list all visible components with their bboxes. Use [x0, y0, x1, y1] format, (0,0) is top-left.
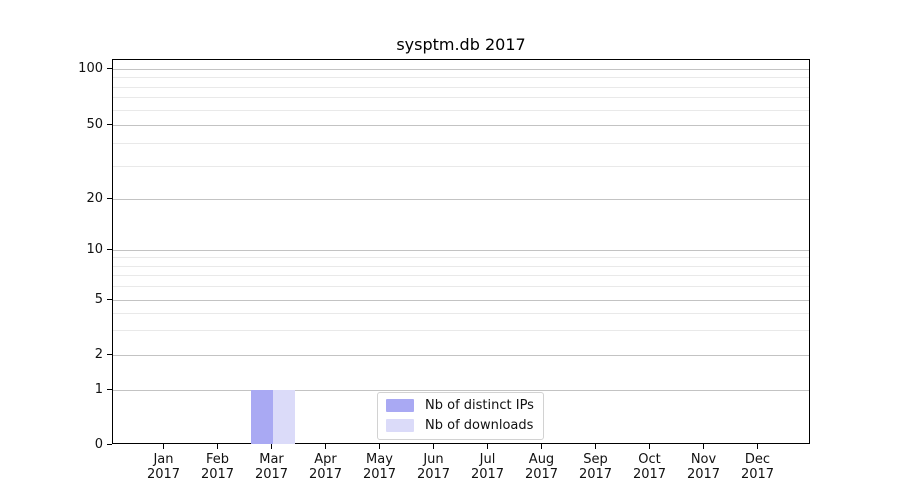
- x-tick-year: 2017: [254, 467, 289, 482]
- x-tick-month: Jan: [153, 452, 174, 467]
- x-tick-month: Nov: [690, 452, 717, 467]
- x-tick-mark: [703, 444, 705, 449]
- x-tick-month: Mar: [259, 452, 284, 467]
- x-tick-label: Oct 2017: [623, 452, 677, 482]
- gridline-major: [113, 249, 809, 251]
- gridline-major: [113, 299, 809, 301]
- y-tick-label: 1: [94, 381, 103, 397]
- gridline-minor: [113, 257, 809, 259]
- y-tick-mark: [107, 443, 112, 445]
- chart-title: sysptm.db 2017: [396, 35, 526, 54]
- x-tick-year: 2017: [200, 467, 235, 482]
- x-tick-year: 2017: [578, 467, 613, 482]
- x-tick-mark: [433, 444, 435, 449]
- x-tick-mark: [649, 444, 651, 449]
- bar-nb-of-downloads: [272, 390, 295, 444]
- legend: Nb of distinct IPs Nb of downloads: [377, 392, 544, 440]
- x-tick-month: Dec: [744, 452, 771, 467]
- gridline-minor: [113, 86, 809, 88]
- x-tick-month: May: [366, 452, 393, 467]
- legend-item: Nb of distinct IPs: [386, 398, 534, 413]
- x-tick-year: 2017: [146, 467, 181, 482]
- x-tick-month: Jul: [479, 452, 496, 467]
- gridline-major: [113, 68, 809, 70]
- x-tick-mark: [541, 444, 543, 449]
- x-tick-year: 2017: [362, 467, 397, 482]
- y-tick-mark: [107, 67, 112, 69]
- y-tick-label: 2: [94, 347, 103, 362]
- gridline-minor: [113, 77, 809, 78]
- x-tick-month: Sep: [583, 452, 608, 467]
- x-tick-label: Jul 2017: [461, 452, 515, 482]
- x-tick-month: Apr: [314, 452, 337, 467]
- x-tick-mark: [595, 444, 597, 449]
- x-tick-label: Aug 2017: [515, 452, 569, 482]
- x-tick-label: Apr 2017: [299, 452, 353, 482]
- gridline-minor: [113, 275, 809, 277]
- x-tick-year: 2017: [632, 467, 667, 482]
- x-tick-month: Feb: [205, 452, 230, 467]
- gridline-minor: [113, 142, 809, 144]
- legend-item: Nb of downloads: [386, 418, 534, 433]
- x-tick-mark: [217, 444, 219, 449]
- x-tick-year: 2017: [524, 467, 559, 482]
- x-tick-month: Oct: [638, 452, 661, 467]
- x-tick-year: 2017: [686, 467, 721, 482]
- gridline-major: [113, 198, 809, 200]
- y-tick-label: 0: [94, 436, 103, 452]
- gridline-minor: [113, 265, 809, 267]
- x-tick-year: 2017: [308, 467, 343, 482]
- y-tick-mark: [107, 388, 112, 390]
- y-tick-mark: [107, 248, 112, 250]
- y-tick-label: 100: [78, 60, 103, 76]
- x-tick-mark: [163, 444, 165, 449]
- gridline-minor: [113, 313, 809, 315]
- x-tick-year: 2017: [470, 467, 505, 482]
- gridline-minor: [113, 286, 809, 288]
- x-tick-year: 2017: [416, 467, 451, 482]
- gridline-minor: [113, 165, 809, 167]
- y-tick-mark: [107, 298, 112, 300]
- gridline-major: [113, 355, 809, 356]
- y-tick-mark: [107, 197, 112, 199]
- x-tick-month: Jun: [423, 452, 444, 467]
- x-tick-year: 2017: [740, 467, 775, 482]
- x-tick-mark: [379, 444, 381, 449]
- x-tick-label: Sep 2017: [569, 452, 623, 482]
- gridline-minor: [113, 330, 809, 332]
- x-tick-label: Dec 2017: [731, 452, 785, 482]
- gridline-major: [113, 389, 809, 391]
- y-tick-label: 10: [86, 241, 103, 257]
- gridline-major: [113, 124, 809, 126]
- x-tick-month: Aug: [528, 452, 555, 467]
- gridline-minor: [113, 109, 809, 111]
- x-tick-mark: [757, 444, 759, 449]
- plot-area: [112, 59, 810, 444]
- y-tick-mark: [107, 123, 112, 125]
- x-tick-label: May 2017: [353, 452, 407, 482]
- x-tick-label: Feb 2017: [191, 452, 245, 482]
- x-tick-mark: [487, 444, 489, 449]
- legend-swatch: [386, 399, 414, 412]
- x-tick-label: Nov 2017: [677, 452, 731, 482]
- y-tick-mark: [107, 354, 112, 356]
- y-tick-label: 20: [86, 190, 103, 206]
- legend-item-label: Nb of distinct IPs: [425, 398, 534, 413]
- y-tick-label: 50: [86, 116, 103, 132]
- legend-item-label: Nb of downloads: [425, 418, 534, 433]
- x-tick-mark: [271, 444, 273, 449]
- legend-swatch: [386, 419, 414, 432]
- bar-nb-of-distinct-ips: [250, 390, 273, 444]
- x-tick-label: Jun 2017: [407, 452, 461, 482]
- x-tick-mark: [325, 444, 327, 449]
- x-tick-label: Mar 2017: [245, 452, 299, 482]
- x-tick-label: Jan 2017: [137, 452, 191, 482]
- y-tick-label: 5: [94, 291, 103, 307]
- gridline-minor: [113, 97, 809, 99]
